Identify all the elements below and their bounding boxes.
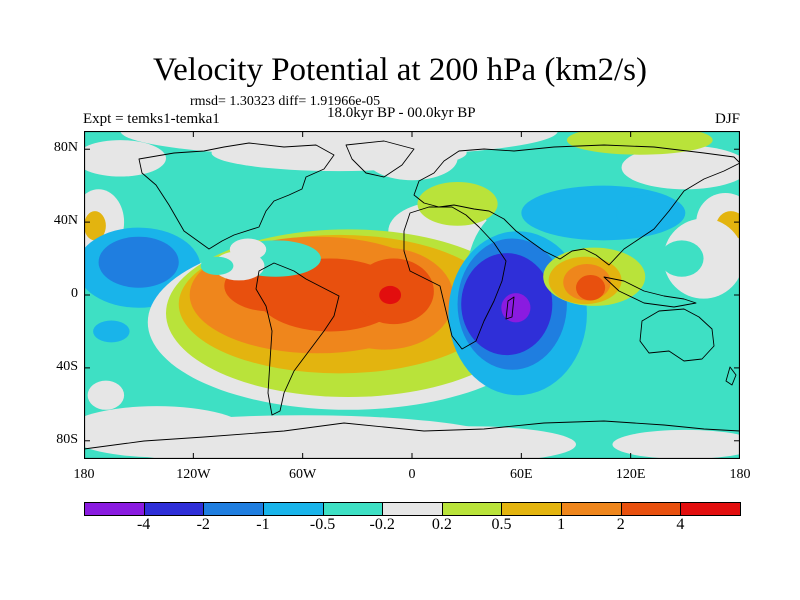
field-region — [366, 136, 458, 181]
field-region — [659, 240, 704, 277]
greenland-coast — [345, 140, 415, 178]
lat-tick-label: 40N — [53, 213, 78, 229]
madagascar-coast — [505, 296, 515, 320]
antarctica-coast — [84, 420, 740, 450]
new-zealand-coast — [725, 366, 737, 386]
field-region — [501, 293, 531, 323]
australia-coast — [639, 308, 715, 362]
colorbar-label: 0.5 — [491, 516, 512, 533]
colorbar-swatch — [561, 502, 622, 516]
colorbar-label: -1 — [256, 516, 270, 533]
lat-tick-label: 80S — [56, 431, 78, 447]
field-region — [576, 274, 606, 301]
lon-tick-label: 0 — [408, 467, 416, 482]
colorbar-swatch — [143, 502, 205, 516]
map-panel: 80N 40N 0 40S 80S 180 120W 60W 0 60E 120E 180 — [54, 131, 751, 482]
colorbar-label: -0.5 — [309, 516, 336, 533]
lat-tick-label: 40S — [56, 358, 78, 374]
field-region — [694, 304, 740, 341]
africa-coast — [403, 206, 507, 350]
lat-tick-label: 80N — [53, 140, 78, 156]
lat-tick-label: 0 — [71, 286, 78, 301]
colorbar-label: -2 — [196, 516, 210, 533]
colorbar-label: 0.2 — [431, 516, 452, 533]
colorbar-swatch — [441, 502, 503, 516]
colorbar-swatch — [203, 502, 264, 516]
lon-tick-label: 60E — [510, 467, 533, 482]
field-region — [84, 211, 106, 241]
colorbar-swatch — [84, 502, 145, 516]
field-region — [621, 145, 740, 190]
period-label: 18.0kyr BP - 00.0kyr BP — [327, 105, 476, 121]
lon-tick-label: 120E — [615, 467, 646, 482]
lon-tick-label: 120W — [176, 467, 211, 482]
colorbar-label: -4 — [136, 516, 151, 533]
colorbar-swatch — [501, 502, 563, 516]
colorbar — [84, 502, 741, 516]
field-region — [379, 285, 402, 305]
field-region — [200, 256, 234, 275]
coastlines — [84, 140, 740, 450]
velocity-potential-field — [84, 131, 740, 459]
map-plot — [84, 131, 740, 459]
map-border — [84, 131, 740, 459]
colorbar-swatch — [680, 502, 741, 516]
field-region — [87, 380, 125, 410]
field-region — [229, 238, 267, 261]
lon-tick-label: 180 — [729, 467, 751, 482]
lon-tick-label: 180 — [73, 467, 95, 482]
maritime-continent-coast — [603, 276, 697, 308]
field-region — [357, 426, 576, 459]
eurasia-coast — [413, 144, 740, 266]
field-region — [566, 131, 713, 155]
map-title: Velocity Potential at 200 hPa (km2/s) — [152, 52, 648, 88]
experiment-label: Expt = temks1-temka1 — [83, 111, 220, 127]
field-region — [84, 140, 166, 177]
field-region — [616, 194, 682, 232]
north-america-coast — [138, 142, 335, 250]
colorbar-swatch — [262, 502, 324, 516]
field-region — [612, 429, 740, 459]
colorbar-label: -0.2 — [369, 516, 395, 533]
colorbar-swatch — [382, 502, 443, 516]
colorbar-label: 1 — [557, 516, 566, 533]
colorbar-label: 4 — [676, 516, 685, 533]
colorbar-swatch — [322, 502, 384, 516]
field-region — [417, 182, 498, 226]
field-region — [98, 236, 179, 288]
colorbar-swatch — [620, 502, 682, 516]
south-america-coast — [255, 262, 340, 416]
lon-tick-label: 60W — [289, 467, 317, 482]
stats-line: rmsd= 1.30323 diff= 1.91966e-05 — [190, 94, 381, 109]
season-label: DJF — [714, 111, 740, 127]
field-region — [93, 320, 130, 343]
colorbar-label: 2 — [616, 516, 625, 533]
